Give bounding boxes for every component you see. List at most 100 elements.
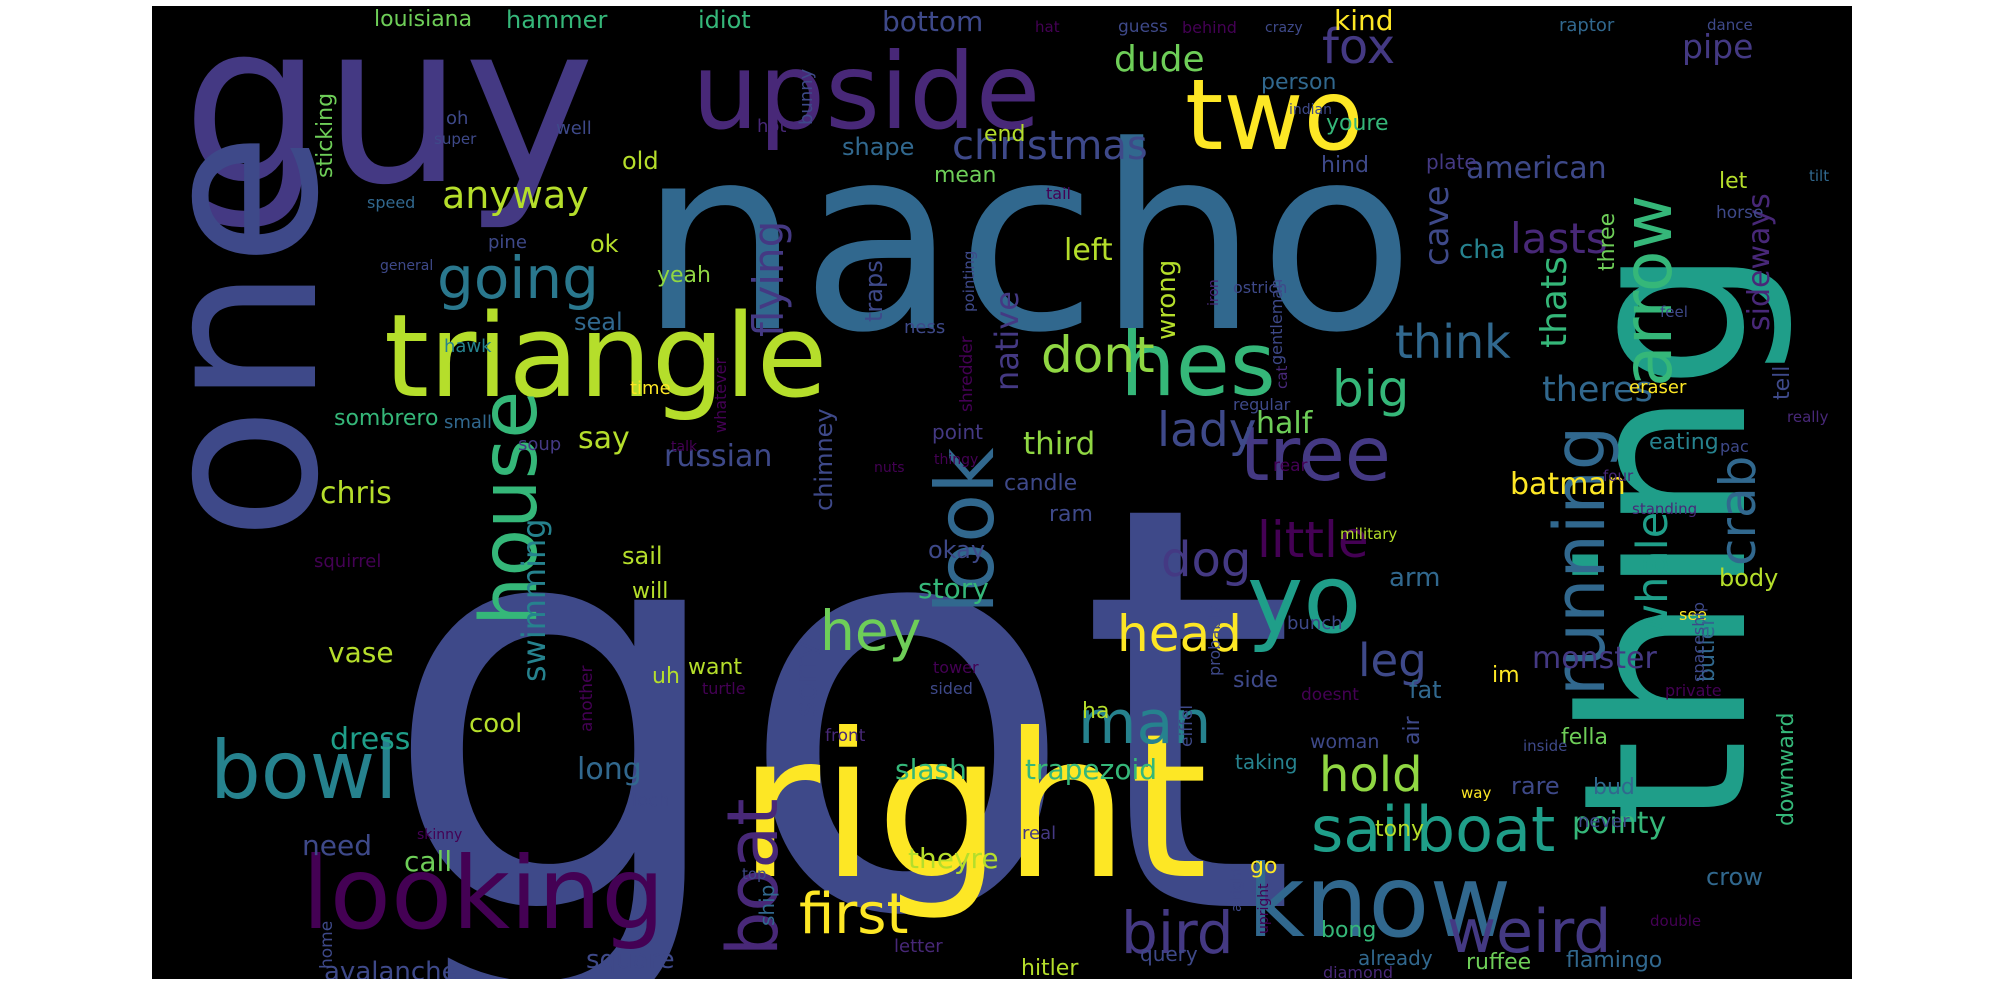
word-lasts: lasts [1510, 214, 1608, 263]
word-pointy: pointy [1572, 806, 1666, 841]
word-american: american [1466, 151, 1607, 186]
word-batman: batman [1510, 467, 1626, 502]
word-four: four [1603, 467, 1634, 485]
word-eiffel: eiffel [1177, 705, 1197, 747]
word-crow: crow [1706, 863, 1763, 891]
word-lady: lady [1157, 403, 1257, 458]
word-way: way [1461, 784, 1491, 802]
word-diamond: diamond [1323, 963, 1393, 979]
word-whale: whale [1628, 512, 1678, 639]
word-cha: cha [1459, 235, 1506, 265]
word-front: front [825, 726, 866, 746]
word-im: im [1492, 663, 1520, 688]
word-long: long [577, 752, 642, 787]
word-tony: tony [1375, 817, 1424, 842]
word-iron: iron [1206, 279, 1222, 306]
word-bird: bird [1121, 899, 1234, 967]
word-regular: regular [1233, 395, 1291, 414]
word-will: will [632, 579, 668, 604]
word-weird: weird [1447, 897, 1611, 967]
word-ship: ship [755, 885, 779, 926]
word-pine: pine [488, 232, 527, 253]
word-dance: dance [1707, 16, 1753, 34]
word-standing: standing [1632, 500, 1697, 518]
word-sailboat: sailboat [1311, 793, 1555, 866]
word-horse: horse [1716, 203, 1763, 223]
word-oh: oh [446, 108, 468, 129]
word-nacho: nacho [639, 92, 1415, 389]
word-going: going [437, 244, 599, 312]
word-cave: cave [1417, 185, 1457, 266]
word-hammer: hammer [506, 6, 607, 34]
word-hot: hot [757, 116, 786, 137]
word-yeah: yeah [657, 263, 711, 288]
word-square: square [586, 945, 675, 975]
word-fella: fella [1561, 725, 1608, 750]
word-doesnt: doesnt [1301, 685, 1359, 705]
word-wrong: wrong [1152, 260, 1182, 340]
word-end: end [984, 122, 1025, 147]
word-air: air [1400, 715, 1425, 745]
word-sorry: sorry [789, 641, 824, 717]
word-side: side [1233, 668, 1278, 693]
word-man: man [1078, 688, 1211, 758]
word-ok: ok [590, 230, 619, 258]
word-body: body [1719, 564, 1778, 592]
word-pointing: pointing [960, 251, 978, 312]
word-traps: traps [860, 260, 888, 322]
word-tail: tail [1046, 184, 1071, 203]
word-sail: sail [622, 542, 663, 570]
word-super: super [434, 130, 477, 148]
word-tell: tell [1770, 366, 1795, 400]
word-inside: inside [1523, 737, 1567, 755]
word-shredder: shredder [957, 336, 977, 412]
word-eating: eating [1649, 430, 1719, 455]
word-chris: chris [320, 476, 392, 511]
word-avalanche: avalanche [324, 957, 458, 979]
word-double: double [1650, 912, 1701, 930]
word-speed: speed [367, 193, 415, 212]
word-dog: dog [1161, 532, 1251, 588]
word-squirrel: squirrel [314, 551, 381, 572]
word-leg: leg [1358, 634, 1427, 687]
word-theyre: theyre [908, 842, 999, 875]
word-woman: woman [1310, 731, 1379, 753]
word-swimming: swimming [515, 518, 553, 682]
word-see: see [1679, 605, 1707, 624]
word-cat: cat [1273, 366, 1291, 389]
word-looking: looking [302, 835, 665, 952]
word-already: already [1358, 946, 1433, 970]
word-taking: taking [1235, 750, 1298, 774]
word-well: well [556, 118, 592, 139]
word-raptor: raptor [1559, 15, 1615, 36]
word-fox: fox [1322, 19, 1395, 75]
word-slash: slash [895, 753, 967, 786]
word-bunny: bunny [796, 68, 817, 125]
word-native: native [988, 291, 1026, 391]
word-little: little [1257, 511, 1369, 569]
word-idiot: idiot [698, 6, 751, 34]
word-whatever: whatever [711, 358, 730, 433]
word-military: military [1340, 525, 1397, 543]
word-another: another [577, 666, 597, 732]
word-upside: upside [692, 31, 1040, 153]
word-ruffee: ruffee [1466, 950, 1531, 975]
word-third: third [1023, 426, 1095, 462]
word-cloud-panel: got thing nacho guy one right triangle upside tw… [152, 6, 1852, 979]
word-left: left [1064, 233, 1113, 268]
word-know: know [1247, 843, 1511, 960]
word-seal: seal [574, 308, 623, 336]
word-three: three [1595, 213, 1620, 271]
word-yo: yo [1247, 545, 1361, 655]
word-louisiana: louisiana [374, 7, 472, 32]
word-two: two [1185, 59, 1364, 173]
word-tilt: tilt [1809, 167, 1829, 185]
word-hes: hes [1120, 313, 1276, 416]
word-one: one [152, 132, 367, 541]
word-triangle: triangle [384, 290, 827, 424]
word-thingy: thingy [934, 452, 978, 468]
word-sided: sided [930, 679, 973, 698]
word-got: got [380, 387, 1298, 979]
word-flamingo: flamingo [1566, 948, 1662, 973]
